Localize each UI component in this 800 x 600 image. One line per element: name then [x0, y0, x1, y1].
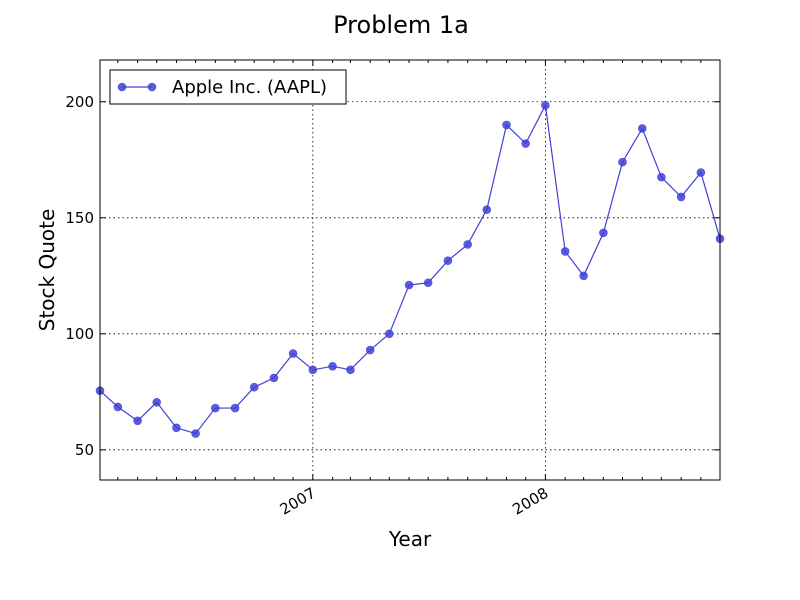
- data-point: [482, 205, 492, 214]
- data-point: [423, 278, 433, 288]
- y-tick-label: 100: [65, 325, 94, 343]
- data-point: [696, 168, 706, 177]
- data-point: [133, 416, 142, 426]
- data-point: [541, 100, 550, 110]
- data-point: [249, 382, 259, 392]
- data-point: [113, 402, 123, 412]
- data-point: [152, 397, 162, 407]
- data-point: [346, 365, 355, 375]
- legend-marker-swatch: [147, 82, 157, 92]
- data-point: [404, 280, 414, 290]
- data-point: [328, 361, 337, 371]
- data-point: [308, 365, 318, 375]
- y-axis-label: Stock Quote: [35, 209, 59, 332]
- data-point: [384, 329, 394, 339]
- data-point: [599, 228, 608, 238]
- series-line: [99, 103, 721, 435]
- plot-area-frame: [99, 59, 721, 481]
- data-point: [191, 429, 200, 438]
- x-tick-label: 2008: [509, 484, 551, 519]
- legend-marker-swatch: [117, 82, 127, 92]
- data-point: [288, 349, 298, 358]
- data-point: [269, 373, 279, 383]
- data-point: [443, 256, 453, 266]
- legend-entry-label: Apple Inc. (AAPL): [172, 77, 327, 98]
- chart-title: Problem 1a: [333, 11, 469, 39]
- data-point: [172, 423, 181, 433]
- data-point: [676, 192, 686, 202]
- data-point: [463, 240, 472, 249]
- data-point: [211, 403, 220, 413]
- x-axis-label: Year: [388, 527, 432, 551]
- data-point: [657, 172, 666, 182]
- data-point: [230, 403, 240, 413]
- y-tick-label: 150: [65, 209, 94, 227]
- data-point: [502, 120, 511, 130]
- data-point: [637, 124, 647, 133]
- data-point: [365, 345, 375, 355]
- data-point: [579, 271, 588, 281]
- y-tick-label: 200: [65, 93, 94, 111]
- grid: [100, 60, 720, 480]
- data-point: [560, 247, 570, 256]
- x-tick-label: 2007: [277, 484, 319, 519]
- legend: Apple Inc. (AAPL): [109, 69, 347, 105]
- y-tick-label: 50: [75, 441, 94, 459]
- series-layer: [95, 100, 725, 438]
- data-point: [521, 139, 530, 148]
- data-point: [618, 157, 627, 167]
